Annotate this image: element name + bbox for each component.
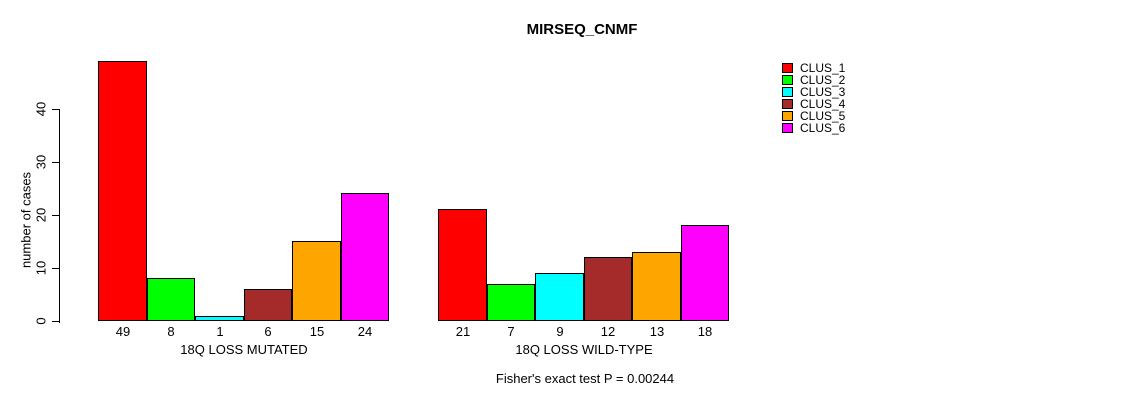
legend-label: CLUS_1 bbox=[800, 61, 846, 75]
x-category-label-mutated: 18Q LOSS MUTATED bbox=[180, 342, 308, 357]
bar-clus_5-group1 bbox=[292, 241, 341, 321]
x-category-label-wildtype: 18Q LOSS WILD-TYPE bbox=[515, 342, 653, 357]
legend-label: CLUS_2 bbox=[800, 73, 846, 87]
legend-label: CLUS_6 bbox=[800, 121, 846, 135]
legend-swatch-clus_1 bbox=[782, 63, 793, 73]
bar-value-label: 9 bbox=[556, 324, 564, 339]
legend-label: CLUS_4 bbox=[800, 97, 846, 111]
bar-value-label: 8 bbox=[167, 324, 175, 339]
bar-clus_5-group2 bbox=[632, 252, 681, 321]
legend-swatch-clus_3 bbox=[782, 87, 793, 97]
bar-value-label: 13 bbox=[649, 324, 665, 339]
bar-clus_1-group2 bbox=[438, 209, 487, 321]
legend-swatch-clus_2 bbox=[782, 75, 793, 85]
legend-label: CLUS_3 bbox=[800, 85, 846, 99]
bar-clus_4-group2 bbox=[584, 257, 632, 321]
y-tick-label: 20 bbox=[33, 207, 49, 223]
bar-value-label: 7 bbox=[507, 324, 515, 339]
y-tick bbox=[52, 162, 59, 163]
bar-clus_3-group2 bbox=[535, 273, 584, 321]
y-tick-label: 30 bbox=[33, 154, 49, 170]
y-tick-label: 40 bbox=[33, 101, 49, 117]
bar-clus_2-group1 bbox=[147, 278, 195, 321]
legend-item: CLUS_6 bbox=[782, 122, 845, 134]
legend-item: CLUS_4 bbox=[782, 98, 845, 110]
y-tick bbox=[52, 268, 59, 269]
legend-label: CLUS_5 bbox=[800, 109, 846, 123]
bar-value-label: 21 bbox=[455, 324, 471, 339]
y-tick bbox=[52, 215, 59, 216]
chart-title: MIRSEQ_CNMF bbox=[526, 21, 638, 38]
y-tick bbox=[52, 321, 59, 322]
bar-value-label: 1 bbox=[216, 324, 224, 339]
bar-value-label: 18 bbox=[697, 324, 713, 339]
legend-item: CLUS_1 bbox=[782, 62, 845, 74]
legend-swatch-clus_6 bbox=[782, 123, 793, 133]
legend-item: CLUS_5 bbox=[782, 110, 845, 122]
bar-value-label: 49 bbox=[115, 324, 131, 339]
y-tick bbox=[52, 109, 59, 110]
bar-value-label: 6 bbox=[264, 324, 272, 339]
y-tick-label: 10 bbox=[33, 260, 49, 276]
y-axis-line bbox=[59, 109, 60, 323]
bar-value-label: 24 bbox=[357, 324, 373, 339]
bar-value-label: 15 bbox=[309, 324, 325, 339]
legend-swatch-clus_5 bbox=[782, 111, 793, 121]
bar-value-label: 12 bbox=[600, 324, 616, 339]
legend-swatch-clus_4 bbox=[782, 99, 793, 109]
bar-clus_6-group2 bbox=[681, 225, 729, 321]
y-tick-label: 0 bbox=[33, 317, 49, 325]
annotation-text: Fisher's exact test P = 0.00244 bbox=[495, 371, 675, 386]
bar-clus_6-group1 bbox=[341, 193, 389, 321]
bar-clus_3-group1 bbox=[195, 316, 244, 321]
bar-clus_1-group1 bbox=[98, 61, 147, 321]
legend-item: CLUS_3 bbox=[782, 86, 845, 98]
bar-clus_4-group1 bbox=[244, 289, 292, 321]
legend-item: CLUS_2 bbox=[782, 74, 845, 86]
bar-clus_2-group2 bbox=[487, 284, 535, 321]
